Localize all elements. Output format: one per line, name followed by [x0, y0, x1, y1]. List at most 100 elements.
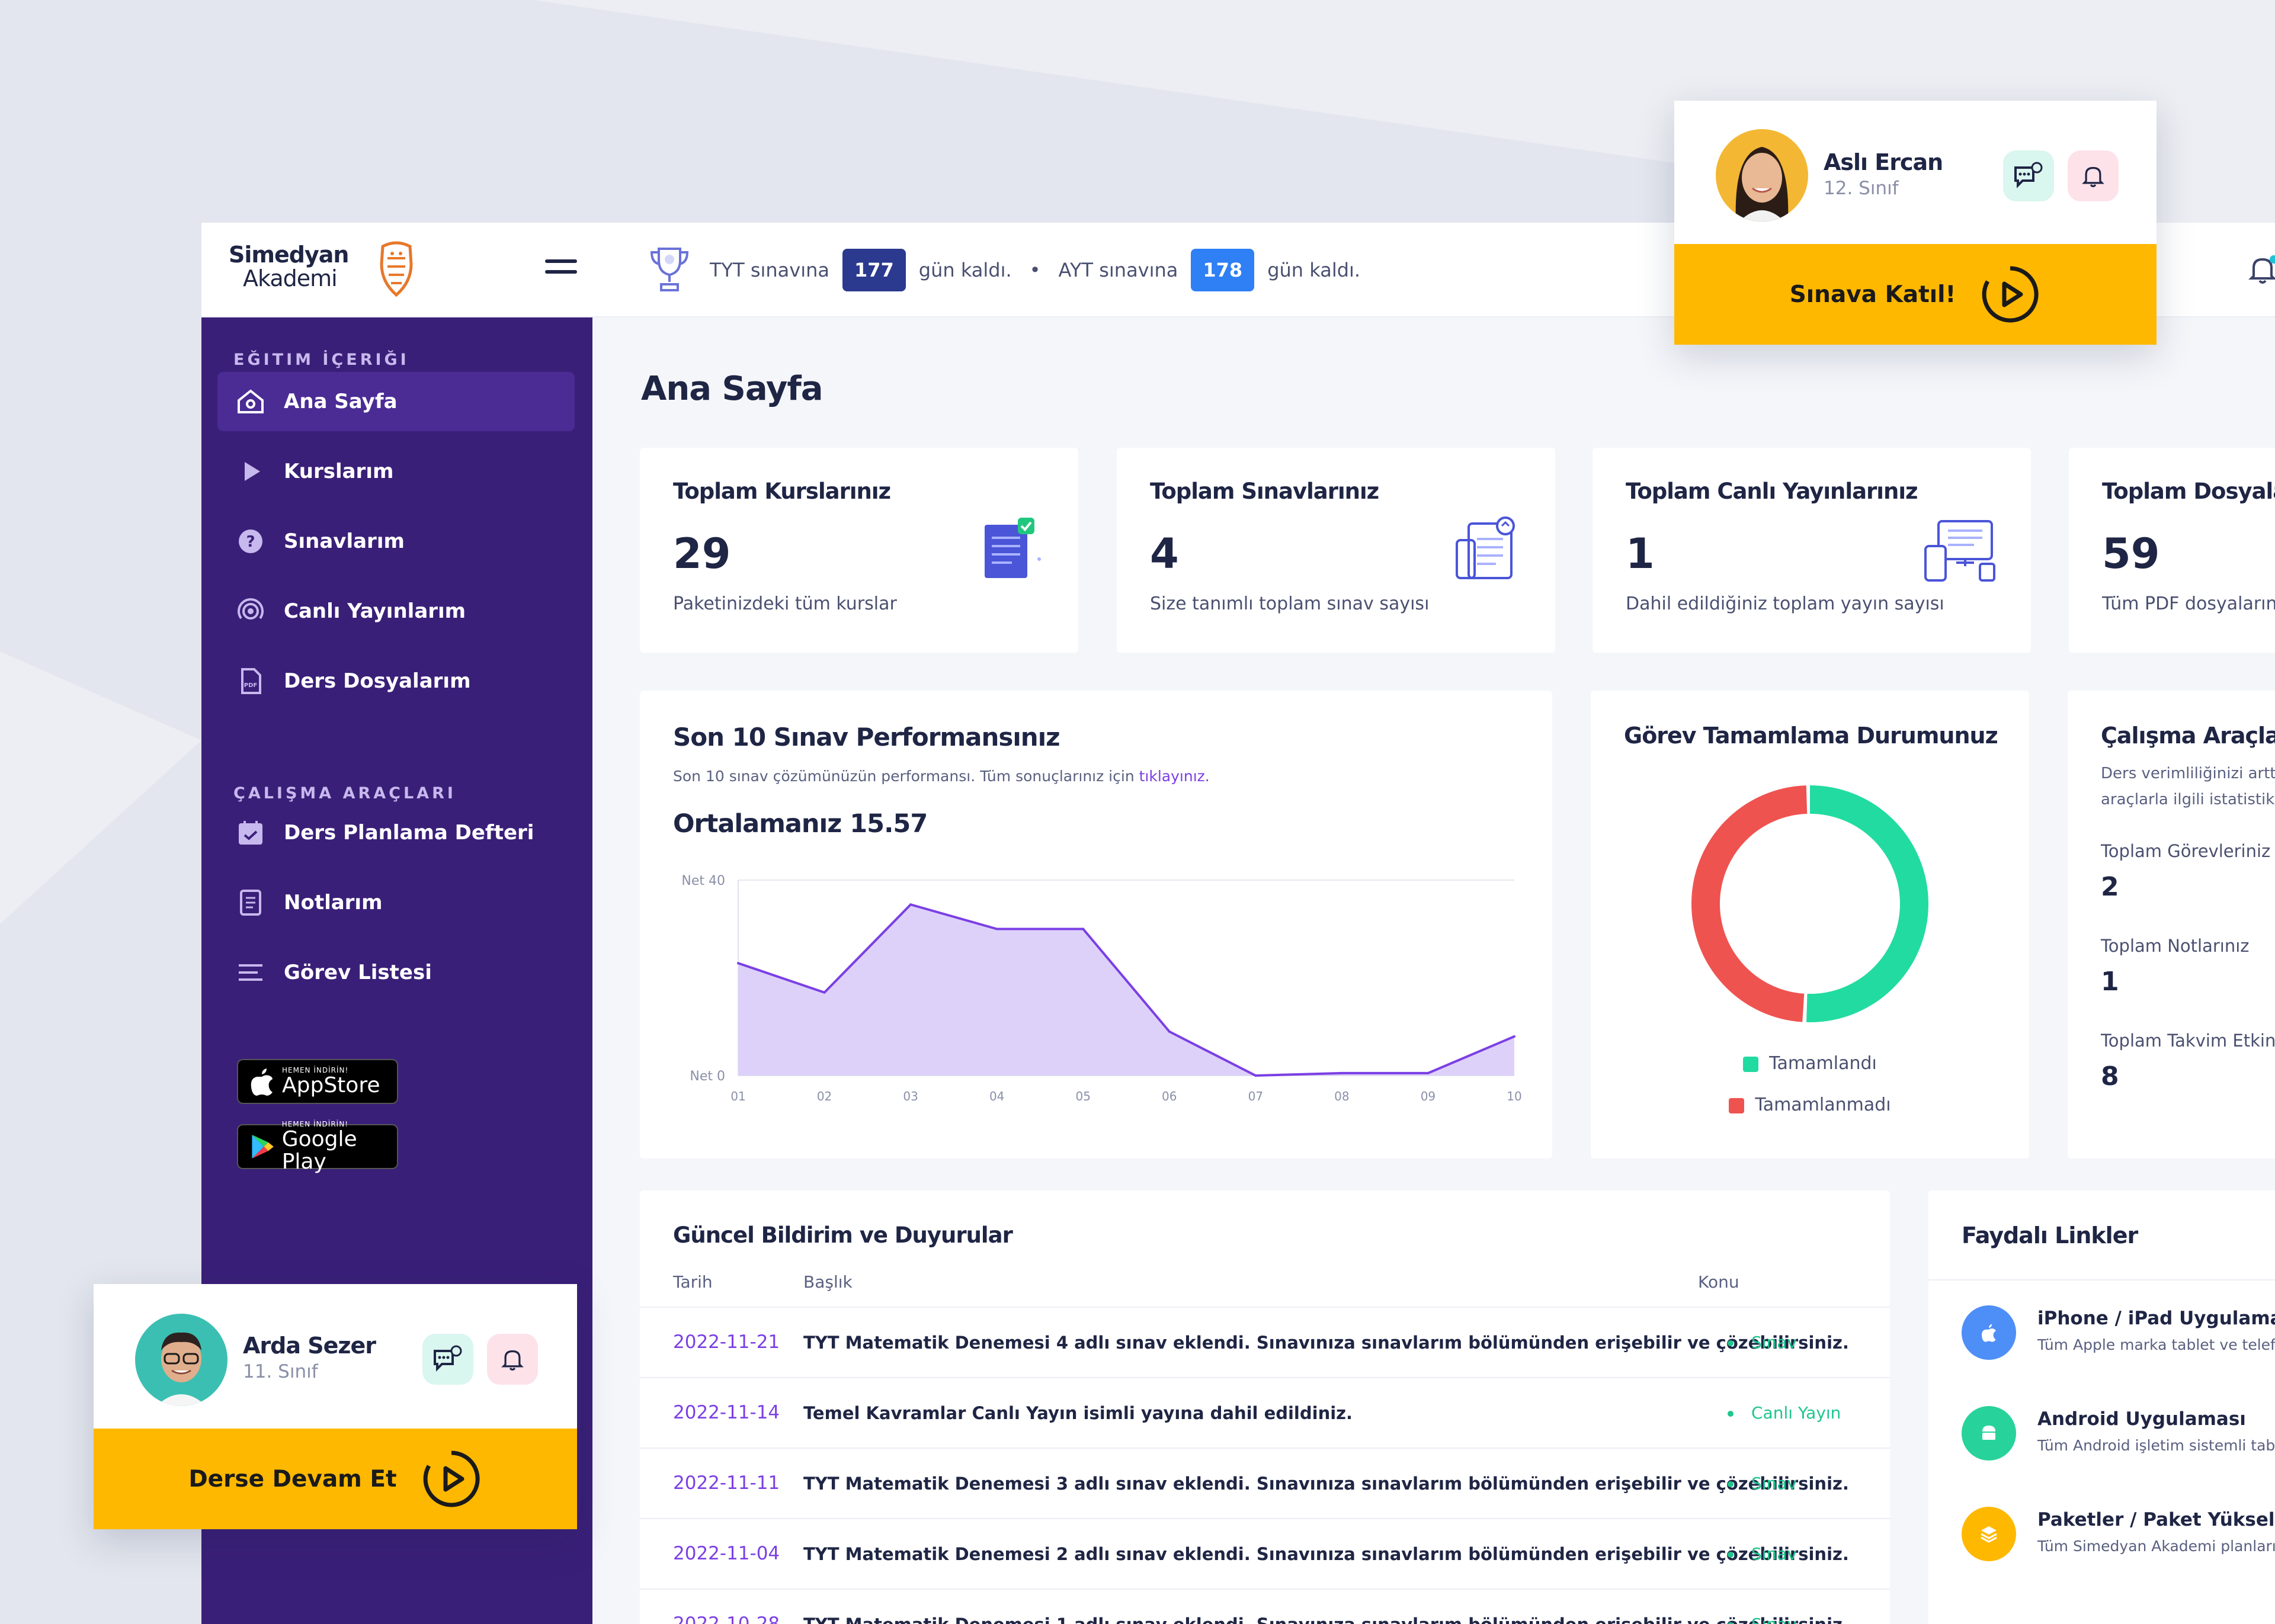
y-tick-label: Net 40	[681, 874, 725, 888]
stat-title: Toplam Kurslarınız	[673, 479, 891, 504]
svg-text:?: ?	[246, 533, 255, 551]
legend-label-undone: Tamamlanmadı	[1755, 1095, 1891, 1115]
appstore-button[interactable]: HEMEN İNDİRİN! AppStore	[237, 1059, 398, 1104]
sidebar-item-courses[interactable]: Kurslarım	[217, 442, 575, 501]
googleplay-text: HEMEN İNDİRİN! Google Play	[282, 1120, 397, 1173]
stat-desc: Tüm PDF dosyaların	[2102, 593, 2275, 614]
data-point	[1082, 927, 1085, 930]
appstore-text: HEMEN İNDİRİN! AppStore	[282, 1066, 380, 1097]
links-title: Faydalı Linkler	[1962, 1222, 2138, 1249]
table-row[interactable]: 2022-11-11 TYT Matematik Denemesi 3 adlı…	[640, 1448, 1890, 1518]
continue-lesson-button[interactable]: Derse Devam Et	[94, 1429, 577, 1529]
legend-label-done: Tamamlandı	[1769, 1053, 1877, 1074]
sidebar-item-live[interactable]: Canlı Yayınlarım	[217, 582, 575, 641]
stat-value: 1	[1626, 529, 1655, 578]
performance-title: Son 10 Sınav Performansınız	[673, 723, 1060, 752]
play-circle-icon	[1982, 266, 2039, 323]
notification-bell-icon[interactable]	[2245, 252, 2275, 287]
data-point	[909, 903, 912, 906]
logo-line-2: Akademi	[243, 265, 338, 291]
link-item-android[interactable]: Android Uygulaması Tüm Android işletim s…	[1962, 1406, 2275, 1465]
data-point	[1513, 1035, 1515, 1038]
link-item-ios[interactable]: iPhone / iPad Uygulaması Tüm Apple marka…	[1962, 1305, 2275, 1365]
googleplay-big: Google Play	[281, 1127, 357, 1174]
sidebar-item-label: Kurslarım	[284, 460, 394, 483]
links-divider	[1928, 1279, 2275, 1280]
document-check-icon	[985, 518, 1041, 578]
notifications-button[interactable]	[487, 1334, 538, 1385]
table-row[interactable]: 2022-11-14 Temel Kavramlar Canlı Yayın i…	[640, 1377, 1890, 1448]
logo-text: Simedyan Akademi	[229, 243, 349, 291]
stat-value: 59	[2102, 529, 2160, 578]
y-tick-label: Net 0	[690, 1069, 725, 1084]
stat-card-files[interactable]: Toplam Dosyalar 59 Tüm PDF dosyaların	[2069, 448, 2275, 653]
x-tick-label: 09	[1421, 1089, 1436, 1103]
play-circle-icon	[423, 1450, 480, 1507]
sidebar-item-label: Ders Dosyalarım	[284, 669, 471, 693]
apple-icon	[1962, 1305, 2016, 1360]
ayt-days-badge: 178	[1191, 249, 1255, 291]
x-tick-label: 02	[817, 1089, 832, 1103]
sidebar-item-label: Canlı Yayınlarım	[284, 599, 466, 623]
all-results-link[interactable]: tıklayınız.	[1139, 768, 1210, 785]
chat-settings-button[interactable]	[2003, 150, 2054, 201]
tools-desc-line-2: araçlarla ilgili istatistikle	[2101, 791, 2275, 808]
sidebar-item-files[interactable]: PDF Ders Dosyalarım	[217, 651, 575, 711]
tool-row-value: 8	[2101, 1061, 2119, 1092]
legend-done: Tamamlandı	[1591, 1053, 2029, 1074]
legend-undone: Tamamlanmadı	[1591, 1095, 2029, 1115]
pdf-file-icon: PDF	[235, 666, 266, 697]
sidebar-item-tasks[interactable]: Görev Listesi	[217, 943, 575, 1002]
sidebar-item-planner[interactable]: Ders Planlama Defteri	[217, 803, 575, 862]
task-completion-card: Görev Tamamlama Durumunuz Tamamlandı Tam…	[1591, 691, 2029, 1158]
logo[interactable]: Simedyan Akademi	[229, 240, 413, 300]
broadcast-icon	[235, 596, 266, 627]
chat-gear-icon	[2014, 162, 2043, 188]
row-topic: Canlı Yayın	[1728, 1403, 1841, 1423]
stat-card-courses[interactable]: Toplam Kurslarınız 29 Paketinizdeki tüm …	[640, 448, 1078, 653]
profile-class: 11. Sınıf	[243, 1361, 318, 1382]
avatar[interactable]	[135, 1314, 228, 1406]
sidebar-item-notes[interactable]: Notlarım	[217, 873, 575, 932]
join-exam-button[interactable]: Sınava Katıl!	[1674, 244, 2157, 345]
tool-row-value: 2	[2101, 872, 2119, 902]
stat-title: Toplam Canlı Yayınlarınız	[1626, 479, 1918, 504]
google-play-icon	[252, 1134, 274, 1159]
stat-card-exams[interactable]: Toplam Sınavlarınız 4 Size tanımlı topla…	[1117, 448, 1555, 653]
googleplay-button[interactable]: HEMEN İNDİRİN! Google Play	[237, 1120, 398, 1173]
menu-toggle-button[interactable]	[545, 259, 577, 281]
avatar[interactable]	[1716, 129, 1808, 222]
tyt-days-badge: 177	[842, 249, 906, 291]
sidebar-item-home[interactable]: Ana Sayfa	[217, 372, 575, 431]
notifications-button[interactable]	[2068, 150, 2119, 201]
row-topic: Sınav	[1728, 1615, 1797, 1624]
chat-settings-button[interactable]	[422, 1334, 473, 1385]
table-row[interactable]: 2022-11-04 TYT Matematik Denemesi 2 adlı…	[640, 1518, 1890, 1588]
row-date: 2022-11-04	[673, 1543, 780, 1564]
table-row[interactable]: 2022-10-28 TYT Matematik Denemesi 1 adlı…	[640, 1588, 1890, 1624]
profile-card-top: Aslı Ercan 12. Sınıf Sınava Katıl!	[1674, 101, 2157, 345]
link-title: iPhone / iPad Uygulaması	[2037, 1308, 2275, 1329]
stat-card-live[interactable]: Toplam Canlı Yayınlarınız 1 Dahil edildi…	[1592, 448, 2031, 653]
x-tick-label: 04	[989, 1089, 1004, 1103]
tools-title: Çalışma Araçları	[2101, 723, 2275, 749]
header-topic: Konu	[1698, 1272, 1739, 1292]
apple-icon	[251, 1068, 273, 1096]
table-row[interactable]: 2022-11-21 TYT Matematik Denemesi 4 adlı…	[640, 1307, 1890, 1377]
googleplay-small: HEMEN İNDİRİN!	[281, 1120, 348, 1128]
row-text: TYT Matematik Denemesi 2 adlı sınav ekle…	[803, 1544, 1849, 1564]
sidebar-item-label: Ana Sayfa	[284, 390, 398, 413]
x-tick-label: 07	[1248, 1089, 1263, 1103]
sidebar-item-exams[interactable]: ? Sınavlarım	[217, 512, 575, 571]
legend-swatch-undone	[1729, 1097, 1745, 1113]
link-desc: Tüm Simedyan Akademi planlarını	[2037, 1538, 2275, 1555]
tool-row-label: Toplam Görevleriniz	[2101, 841, 2271, 861]
sidebar-item-label: Sınavlarım	[284, 529, 405, 553]
page-title: Ana Sayfa	[641, 370, 824, 408]
link-item-packages[interactable]: Paketler / Paket Yükselt Tüm Simedyan Ak…	[1962, 1507, 2275, 1566]
stat-desc: Paketinizdeki tüm kurslar	[673, 593, 897, 614]
performance-average: Ortalamanız 15.57	[673, 809, 928, 839]
data-point	[995, 927, 998, 930]
chat-gear-icon	[434, 1345, 462, 1372]
hamburger-line	[545, 259, 577, 263]
